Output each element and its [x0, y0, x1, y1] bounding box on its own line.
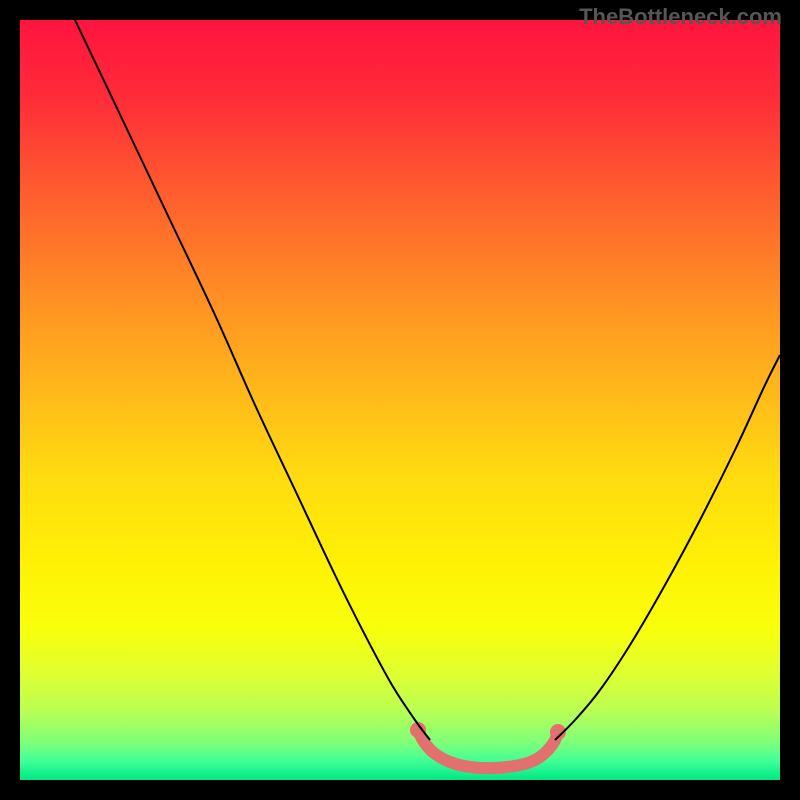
frame-border-left — [0, 0, 20, 800]
chart-frame: TheBottleneck.com — [0, 0, 800, 800]
curve-left — [75, 20, 430, 740]
plot-area — [20, 20, 780, 780]
curve-right — [555, 355, 780, 740]
trough-band — [418, 730, 558, 768]
curve-overlay — [20, 20, 780, 780]
watermark-text: TheBottleneck.com — [579, 4, 782, 30]
frame-border-right — [780, 0, 800, 800]
frame-border-bottom — [0, 780, 800, 800]
